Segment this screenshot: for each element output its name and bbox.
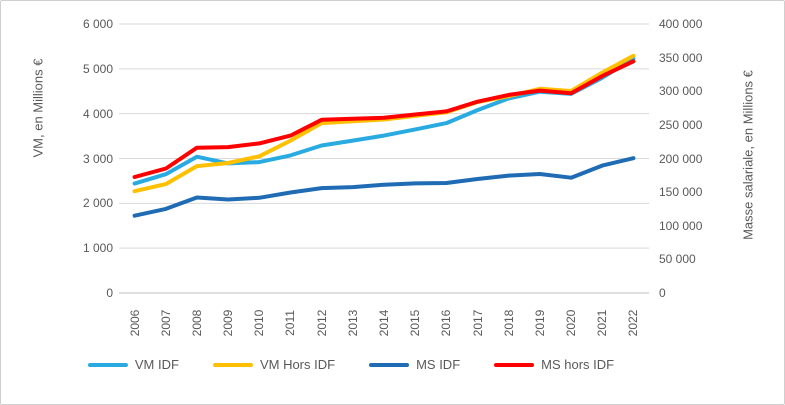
legend-swatch-ms-idf — [369, 362, 410, 367]
x-axis-label: 2013 — [345, 309, 360, 337]
right-axis-tick: 150 000 — [659, 185, 703, 200]
x-axis-label: 2007 — [158, 309, 173, 337]
x-axis-label: 2017 — [470, 309, 485, 337]
x-axis-label: 2014 — [377, 309, 391, 337]
right-axis-tick: 100 000 — [659, 218, 703, 233]
series-line-vm-hors-idf — [132, 53, 636, 194]
x-axis-label: 2006 — [127, 309, 142, 337]
right-axis-tick: 0 — [659, 286, 666, 300]
legend-item-ms-hors-idf: MS hors IDF — [494, 357, 614, 372]
x-axis-label: 2015 — [408, 309, 423, 337]
right-axis-tick: 50 000 — [659, 252, 696, 267]
legend-swatch-vm-idf — [87, 362, 128, 367]
x-axis-label: 2009 — [221, 309, 236, 337]
left-axis-tick: 3 000 — [82, 151, 113, 166]
x-axis-label: 2020 — [564, 309, 579, 337]
right-axis-tick: 350 000 — [659, 50, 703, 65]
x-axis-label: 2021 — [595, 309, 610, 337]
x-axis-label: 2008 — [189, 309, 204, 337]
x-axis-label: 2016 — [439, 309, 454, 337]
left-axis-tick: 6 000 — [82, 17, 113, 31]
legend-label-ms-hors-idf: MS hors IDF — [541, 357, 615, 372]
x-axis-label: 2010 — [252, 309, 267, 337]
left-axis-tick: 1 000 — [82, 241, 113, 256]
x-axis-label: 2018 — [501, 309, 516, 337]
legend-swatch-vm-hors-idf — [212, 362, 253, 367]
legend-label-vm-hors-idf: VM Hors IDF — [259, 357, 336, 372]
series-line-ms-hors-idf — [132, 59, 636, 179]
right-axis-tick: 400 000 — [659, 17, 703, 31]
left-axis-tick: 0 — [106, 286, 113, 300]
x-axis-label: 2019 — [532, 309, 547, 337]
left-axis-tick: 2 000 — [82, 196, 113, 211]
legend-item-ms-idf: MS IDF — [369, 357, 460, 372]
legend-label-vm-idf: VM IDF — [134, 357, 179, 372]
x-axis-label: 2011 — [283, 310, 298, 336]
legend: VM IDF VM Hors IDF MS IDF MS hors IDF — [1, 357, 701, 372]
x-axis-label: 2012 — [314, 309, 329, 337]
right-axis-tick: 300 000 — [659, 84, 703, 99]
right-axis-tick: 200 000 — [659, 151, 703, 166]
legend-item-vm-idf: VM IDF — [87, 357, 179, 372]
legend-item-vm-hors-idf: VM Hors IDF — [212, 357, 336, 372]
series-line-ms-idf — [132, 156, 636, 218]
left-axis-tick: 4 000 — [82, 106, 113, 121]
legend-swatch-ms-hors-idf — [494, 362, 535, 367]
x-axis-label: 2022 — [626, 309, 641, 337]
left-axis-tick: 5 000 — [82, 61, 113, 76]
right-axis-tick: 250 000 — [659, 117, 703, 132]
legend-label-ms-idf: MS IDF — [416, 357, 461, 372]
